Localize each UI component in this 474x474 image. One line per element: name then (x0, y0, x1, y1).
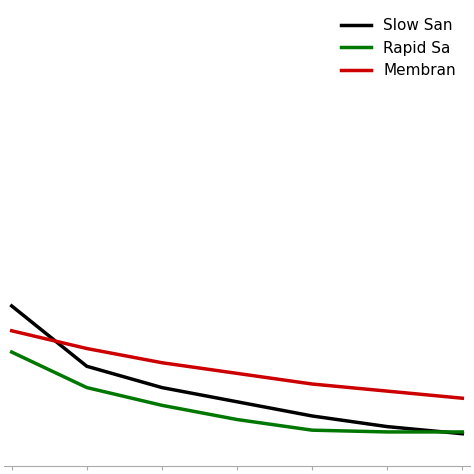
Legend: Slow San, Rapid Sa, Membran: Slow San, Rapid Sa, Membran (335, 12, 462, 84)
